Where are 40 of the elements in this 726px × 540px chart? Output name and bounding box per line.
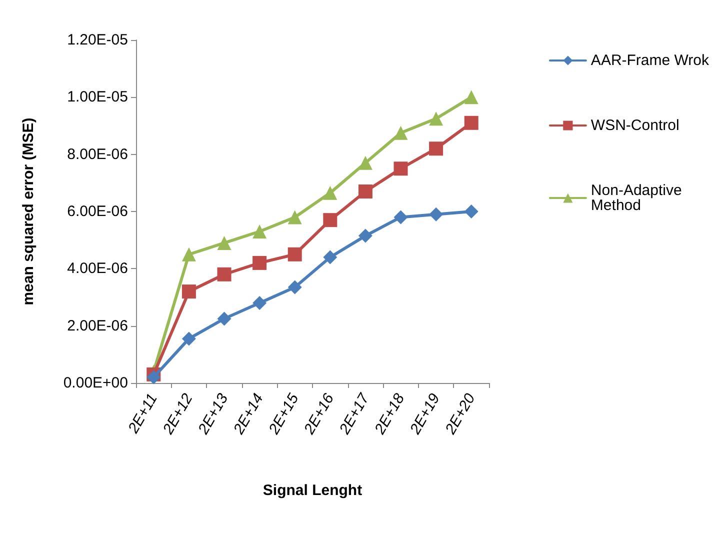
point [394,210,408,224]
y-axis-title: mean squared error (MSE) [20,118,37,306]
y-tick-label: 8.00E-06 [67,146,128,163]
point [182,284,196,299]
point [252,256,267,270]
y-tick-label: 1.00E-05 [67,88,128,106]
point [252,296,267,310]
legend-label: WSN-Control [590,117,680,134]
point [429,142,444,156]
point [464,116,478,130]
point [288,280,302,294]
point [394,162,408,176]
point [323,186,338,200]
legend-label: AAR-Frame Wrok [590,52,710,69]
y-tick-label: 0.00E+00 [63,374,128,392]
point [182,247,196,262]
point [394,126,408,140]
point [323,250,338,264]
point [288,247,302,262]
point [358,156,372,170]
point [146,370,161,384]
point [429,207,444,222]
point [323,213,338,228]
y-tick-label: 4.00E-06 [67,260,128,278]
legend-label: Non-Adaptive Method [590,182,686,214]
point [464,204,478,218]
point [182,332,196,346]
point [358,184,372,198]
y-tick-label: 2.00E-06 [67,317,128,334]
y-tick-label: 1.20E-05 [67,32,128,48]
x-axis-title: Signal Lenght [262,482,362,499]
point [358,228,372,243]
point [217,312,232,326]
point [252,224,267,239]
point [464,90,478,104]
point [288,210,302,224]
y-tick-label: 6.00E-06 [67,203,128,220]
point [217,236,232,250]
point [217,267,232,282]
point [429,112,444,126]
